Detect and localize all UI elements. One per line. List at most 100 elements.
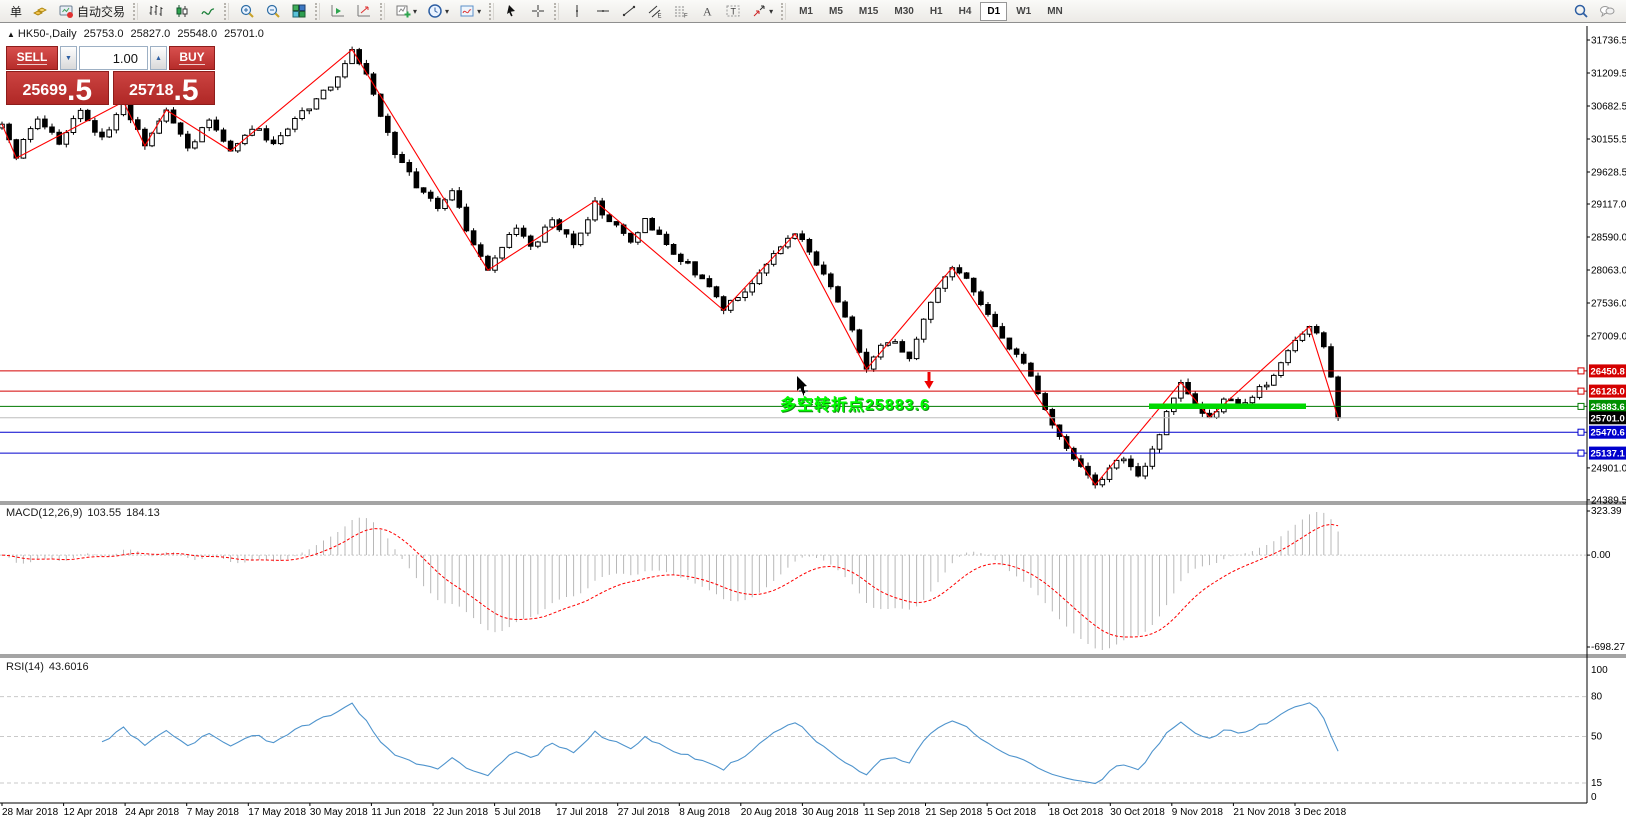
crosshair-button[interactable] xyxy=(526,1,550,21)
label-icon: T xyxy=(725,3,741,19)
price-tag[interactable] xyxy=(1589,384,1626,398)
history-center-button[interactable] xyxy=(28,1,52,21)
svg-text:25883.6: 25883.6 xyxy=(1591,402,1625,413)
down-arrow-marker[interactable] xyxy=(924,372,934,389)
sell-button-label: SELL xyxy=(16,49,48,66)
rsi-value: 43.6016 xyxy=(48,661,89,673)
dropdown-caret-icon[interactable]: ▾ xyxy=(413,6,418,16)
trendline-button[interactable] xyxy=(617,1,641,21)
timeframe-m30-button[interactable]: M30 xyxy=(894,5,914,17)
x-axis-date-label: 11 Sep 2018 xyxy=(864,807,920,818)
line-handle-marker[interactable] xyxy=(1577,402,1585,410)
timeframe-h4-button[interactable]: H4 xyxy=(958,5,972,17)
macd-axis-label: 0.00 xyxy=(1591,550,1611,561)
dropdown-caret-icon[interactable]: ▾ xyxy=(477,6,482,16)
line-handle-marker[interactable] xyxy=(1577,367,1585,375)
buy-button[interactable]: BUY xyxy=(169,46,215,70)
buy-price-box[interactable]: 25718.5 xyxy=(112,71,215,105)
x-axis-date-label: 11 Jun 2018 xyxy=(371,807,426,818)
shapes-icon xyxy=(751,3,767,19)
timeframe-mn-button[interactable]: MN xyxy=(1047,5,1063,17)
price-tag[interactable] xyxy=(1589,364,1626,378)
volume-increase-button[interactable]: ▲ xyxy=(150,46,167,70)
candlestick-button[interactable] xyxy=(170,1,194,21)
line-handle-marker[interactable] xyxy=(1577,387,1585,395)
timeframe-d1-button[interactable]: D1 xyxy=(980,1,1008,21)
toolbar-group-grip xyxy=(224,2,230,20)
svg-text:25470.6: 25470.6 xyxy=(1591,428,1625,439)
fibonacci-button[interactable]: F xyxy=(669,1,693,21)
volume-decrease-button[interactable]: ▼ xyxy=(60,46,77,70)
x-axis-date-label: 7 May 2018 xyxy=(187,807,240,818)
text-button[interactable]: A xyxy=(695,1,719,21)
rsi-indicator-label: RSI(14) 43.6016 xyxy=(6,661,94,673)
one-click-trading-panel: SELL ▼ ▲ BUY 25699.5 25718.5 xyxy=(6,46,215,105)
vline-button[interactable] xyxy=(565,1,589,21)
toolbar-group-grip xyxy=(781,2,787,20)
vline-icon xyxy=(569,3,585,19)
timeframe-h1-button[interactable]: H1 xyxy=(929,5,943,17)
price-tag[interactable] xyxy=(1589,425,1626,439)
channel-icon: E xyxy=(647,3,663,19)
x-axis-date-label: 30 May 2018 xyxy=(310,807,368,818)
autotrading-button[interactable]: 自动交易 xyxy=(54,1,129,21)
svg-text:26450.8: 26450.8 xyxy=(1591,366,1625,377)
zoom-out-button[interactable] xyxy=(261,1,285,21)
timeframe-w1-button[interactable]: W1 xyxy=(1016,5,1032,17)
x-axis-date-label: 9 Nov 2018 xyxy=(1172,807,1224,818)
x-axis-date-label: 24 Apr 2018 xyxy=(125,807,179,818)
zoom-in-button[interactable] xyxy=(235,1,259,21)
line-handle-marker[interactable] xyxy=(1577,428,1585,436)
toolbar-group-grip xyxy=(133,2,139,20)
highlight-segment xyxy=(1149,403,1306,409)
label-button[interactable]: T xyxy=(721,1,745,21)
symbol-period-label: HK50-,Daily xyxy=(17,28,77,40)
macd-indicator-label: MACD(12,26,9) 103.55 184.13 xyxy=(6,507,165,519)
sell-price-frac: .5 xyxy=(66,73,93,107)
cursor-button[interactable] xyxy=(500,1,524,21)
ohlc-header: ▲ HK50-,Daily 25753.0 25827.0 25548.0 257… xyxy=(7,28,268,40)
chat-button[interactable] xyxy=(1595,1,1619,21)
channel-button[interactable]: E xyxy=(643,1,667,21)
timeframe-m15-button[interactable]: M15 xyxy=(858,5,879,17)
auto-scroll-button[interactable] xyxy=(326,1,350,21)
periods-button[interactable]: ▾ xyxy=(423,1,453,21)
tile-windows-button[interactable] xyxy=(287,1,311,21)
new-order-button[interactable]: 单 xyxy=(3,1,26,21)
x-axis-date-label: 5 Jul 2018 xyxy=(495,807,542,818)
line-handle-marker[interactable] xyxy=(1577,449,1585,457)
cursor-icon xyxy=(504,3,520,19)
sell-price-box[interactable]: 25699.5 xyxy=(6,71,109,105)
timeframe-m1-button[interactable]: M1 xyxy=(799,5,813,17)
ohlc-high: 25827.0 xyxy=(130,28,171,40)
dropdown-caret-icon[interactable]: ▾ xyxy=(769,6,774,16)
search-button[interactable] xyxy=(1569,1,1593,21)
line-chart-button[interactable] xyxy=(196,1,220,21)
templates-button[interactable]: ▾ xyxy=(455,1,485,21)
price-tag[interactable] xyxy=(1589,399,1626,413)
price-tag[interactable] xyxy=(1589,446,1626,460)
collapse-triangle-icon[interactable]: ▲ xyxy=(7,30,15,39)
price-axis-label: 30155.5 xyxy=(1591,135,1626,146)
periods-icon xyxy=(427,3,443,19)
templates-icon xyxy=(459,3,475,19)
chart-shift-button[interactable] xyxy=(352,1,376,21)
price-axis: 31736.5 31209.5 30682.5 30155.5 29628.5 29117… xyxy=(1587,36,1626,506)
timeframe-m5-button[interactable]: M5 xyxy=(829,5,843,17)
new-chart-button[interactable]: ▾ xyxy=(391,1,421,21)
volume-input[interactable] xyxy=(79,46,148,70)
svg-text:T: T xyxy=(731,7,737,17)
hline-button[interactable] xyxy=(591,1,615,21)
x-axis-date-label: 21 Sep 2018 xyxy=(926,807,983,818)
rsi-axis-label: 15 xyxy=(1591,778,1603,789)
panel-separators[interactable] xyxy=(0,501,1626,658)
bar-chart-button[interactable] xyxy=(144,1,168,21)
price-tag[interactable] xyxy=(1589,411,1626,425)
svg-text:E: E xyxy=(658,14,662,20)
sell-button[interactable]: SELL xyxy=(6,46,58,70)
shapes-button[interactable]: ▾ xyxy=(747,1,777,21)
dropdown-caret-icon[interactable]: ▾ xyxy=(445,6,450,16)
toolbar-group-grip xyxy=(315,2,321,20)
chart-canvas: 31736.5 31209.5 30682.5 30155.5 29628.5 29117… xyxy=(0,26,1626,818)
